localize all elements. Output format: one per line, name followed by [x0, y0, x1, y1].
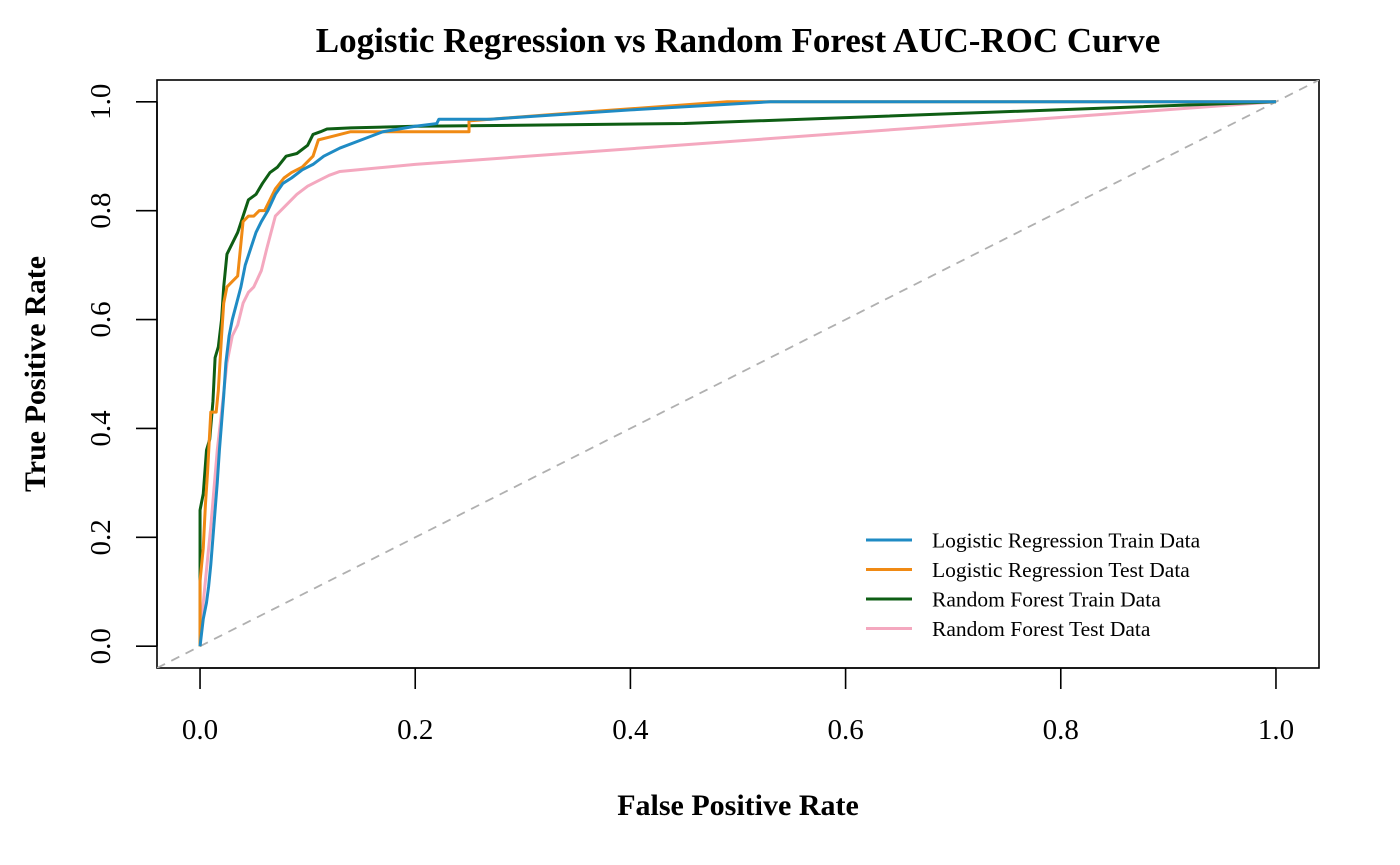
- x-axis: 0.0 0.2 0.4 0.6 0.8 1.0: [182, 667, 1294, 746]
- x-tick-label: 0.6: [827, 714, 863, 746]
- series-line-3: [198, 100, 1277, 647]
- x-tick-label: 0.2: [397, 714, 433, 746]
- y-tick-label: 0.2: [85, 519, 117, 555]
- x-axis-label: False Positive Rate: [617, 789, 859, 822]
- y-tick-label: 0.8: [85, 193, 117, 229]
- y-tick-label: 0.4: [85, 410, 117, 447]
- legend-label: Logistic Regression Train Data: [932, 529, 1201, 553]
- legend-item: Logistic Regression Test Data: [866, 558, 1190, 582]
- legend-label: Logistic Regression Test Data: [932, 558, 1190, 582]
- legend-item: Logistic Regression Train Data: [866, 529, 1201, 553]
- legend-label: Random Forest Train Data: [932, 588, 1161, 612]
- x-tick-label: 0.4: [612, 714, 649, 746]
- series-line-0: [198, 100, 1276, 647]
- y-axis: 0.0 0.2 0.4 0.6 0.8 1.0: [85, 84, 158, 664]
- y-tick-label: 0.0: [85, 628, 117, 664]
- plot-area: [157, 80, 1319, 668]
- x-tick-label: 0.8: [1043, 714, 1079, 746]
- legend-label: Random Forest Test Data: [932, 617, 1151, 641]
- y-tick-label: 0.6: [85, 301, 117, 337]
- chart-title: Logistic Regression vs Random Forest AUC…: [316, 21, 1161, 60]
- x-tick-label: 1.0: [1258, 714, 1294, 746]
- y-axis-label: True Positive Rate: [19, 256, 52, 492]
- legend-item: Random Forest Test Data: [866, 617, 1151, 641]
- series-line-1: [198, 100, 1276, 647]
- x-tick-label: 0.0: [182, 714, 218, 746]
- legend-item: Random Forest Train Data: [866, 588, 1161, 612]
- y-tick-label: 1.0: [85, 84, 117, 120]
- legend: Logistic Regression Train Data Logistic R…: [866, 529, 1201, 641]
